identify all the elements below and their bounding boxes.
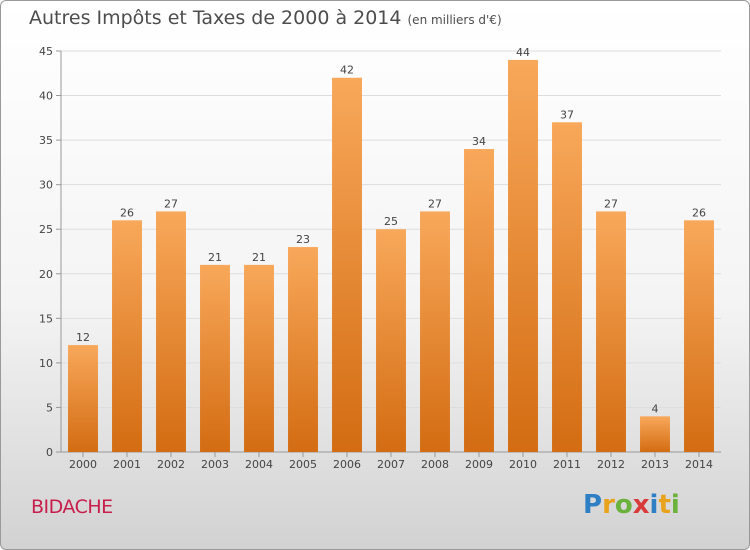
logo-letter: t (658, 490, 671, 520)
logo-letter: x (632, 490, 650, 520)
logo-letter: i (649, 490, 659, 520)
logo-letter: i (670, 490, 680, 520)
bar (596, 211, 626, 452)
bar-value-label: 44 (516, 46, 530, 59)
x-tick-label: 2011 (553, 458, 581, 471)
bar-value-label: 25 (384, 215, 398, 228)
bar (376, 229, 406, 452)
bar-value-label: 34 (472, 135, 486, 148)
bar (68, 345, 98, 452)
bar-value-label: 27 (604, 197, 618, 210)
bar-value-label: 23 (296, 233, 310, 246)
y-tick-label: 20 (39, 268, 53, 281)
bar-value-label: 42 (340, 64, 354, 77)
x-tick-label: 2000 (69, 458, 97, 471)
bar-value-label: 21 (252, 251, 266, 264)
logo-letter: o (614, 490, 633, 520)
y-tick-label: 40 (39, 90, 53, 103)
x-tick-label: 2008 (421, 458, 449, 471)
x-tick-label: 2004 (245, 458, 273, 471)
x-tick-label: 2005 (289, 458, 317, 471)
y-tick-label: 10 (39, 357, 53, 370)
y-tick-label: 45 (39, 45, 53, 58)
x-tick-label: 2002 (157, 458, 185, 471)
bar (156, 211, 186, 452)
y-tick-label: 15 (39, 312, 53, 325)
y-tick-label: 0 (46, 446, 53, 459)
bar (464, 149, 494, 452)
bar-value-label: 12 (76, 331, 90, 344)
bar (420, 211, 450, 452)
logo-letter: P (583, 490, 603, 520)
x-tick-label: 2009 (465, 458, 493, 471)
bar (552, 122, 582, 453)
x-tick-label: 2010 (509, 458, 537, 471)
bar (332, 77, 362, 452)
x-tick-label: 2014 (685, 458, 713, 471)
x-tick-label: 2006 (333, 458, 361, 471)
chart-title-block: Autres Impôts et Taxes de 2000 à 2014 (en… (29, 7, 502, 29)
bar-value-label: 37 (560, 108, 574, 121)
bar (288, 247, 318, 452)
y-tick-label: 5 (46, 401, 53, 414)
bar (640, 416, 670, 452)
bar (684, 220, 714, 452)
bar-value-label: 26 (692, 206, 706, 219)
commune-name: BIDACHE (31, 496, 113, 518)
bar-value-label: 27 (428, 197, 442, 210)
logo-letter: r (602, 490, 615, 520)
chart-title: Autres Impôts et Taxes de 2000 à 2014 (29, 7, 402, 29)
bar-value-label: 4 (652, 402, 659, 415)
bar (244, 264, 274, 452)
y-tick-label: 35 (39, 134, 53, 147)
bar (508, 59, 538, 453)
bar-value-label: 26 (120, 206, 134, 219)
proxiti-logo: Proxiti (583, 490, 680, 520)
bar (112, 220, 142, 452)
bar-value-label: 21 (208, 251, 222, 264)
x-tick-label: 2013 (641, 458, 669, 471)
x-tick-label: 2007 (377, 458, 405, 471)
bar (200, 264, 230, 452)
x-tick-label: 2012 (597, 458, 625, 471)
x-tick-label: 2001 (113, 458, 141, 471)
bar-value-label: 27 (164, 197, 178, 210)
y-tick-label: 30 (39, 179, 53, 192)
y-tick-label: 25 (39, 223, 53, 236)
chart-unit: (en milliers d'€) (407, 13, 502, 27)
x-tick-label: 2003 (201, 458, 229, 471)
